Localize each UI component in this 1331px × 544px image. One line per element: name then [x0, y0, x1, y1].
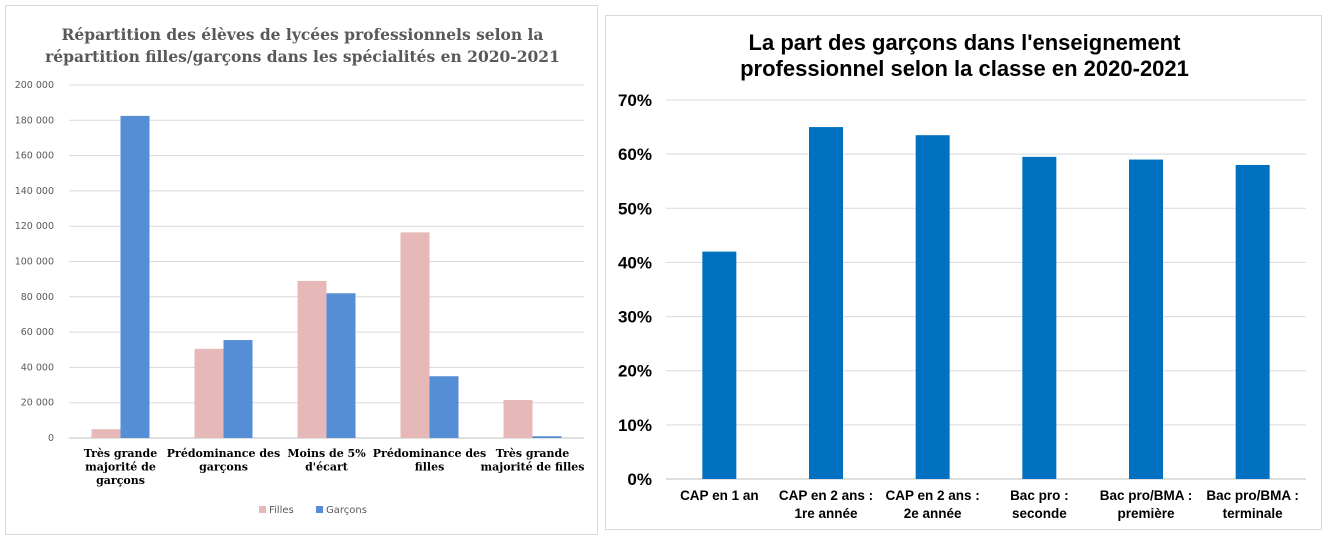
right-chart-title-line-1: La part des garçons dans l'enseignement — [748, 30, 1181, 55]
left-bar-garçons — [532, 436, 562, 438]
right-x-category-label-line-2: 1re année — [794, 506, 858, 521]
left-legend-label-filles: Filles — [269, 505, 294, 516]
right-bar — [702, 251, 737, 479]
right-bar — [1235, 164, 1270, 479]
left-x-category-label-line-1: Prédominance des — [167, 447, 280, 460]
left-y-tick-label: 0 — [48, 433, 54, 444]
right-y-tick-label: 50% — [618, 199, 652, 218]
right-x-category-label-line-2: terminale — [1223, 506, 1284, 521]
left-legend-swatch-garçons — [316, 506, 323, 513]
left-bar-filles — [297, 280, 327, 438]
left-x-category-label-line-2: d'écart — [305, 461, 349, 474]
right-x-category-label: Bac pro/BMA : terminale — [1206, 488, 1299, 521]
left-chart-svg: 0 20 000 40 000 60 000 80 000 100 000 120 000 1… — [15, 80, 585, 516]
right-y-tick-label: 0% — [627, 470, 652, 489]
right-y-tick-label: 70% — [618, 91, 652, 110]
right-y-tick-label: 40% — [618, 253, 652, 272]
right-x-category-label: CAP en 1 an — [680, 488, 759, 503]
right-x-category-label-line-2: seconde — [1012, 506, 1067, 521]
left-y-tick-label: 180 000 — [15, 115, 54, 126]
right-y-tick-label: 30% — [618, 308, 652, 327]
left-x-category-label-line-1: Très grande — [496, 447, 570, 460]
left-y-tick-label: 120 000 — [15, 221, 54, 232]
right-y-tick-label: 10% — [618, 416, 652, 435]
left-y-tick-label: 100 000 — [15, 257, 54, 268]
right-bar — [1129, 159, 1163, 480]
left-y-tick-label: 40 000 — [21, 362, 54, 373]
right-bar — [1022, 156, 1057, 479]
left-y-tick-label: 140 000 — [15, 186, 54, 197]
left-x-category-label: Très grande majorité de filles — [480, 447, 584, 474]
right-x-category-label-line-1: Bac pro/BMA : — [1206, 488, 1299, 503]
right-x-category-label-line-1: CAP en 2 ans : — [886, 488, 980, 503]
left-chart-title-line-2: répartition filles/garçons dans les spéc… — [45, 47, 560, 66]
left-x-category-label-line-1: Prédominance des — [373, 447, 486, 460]
left-x-category-label-line-2: majorité de — [85, 461, 156, 474]
right-y-tick-label: 20% — [618, 362, 652, 381]
left-bar-filles — [91, 429, 121, 438]
left-x-category-label: Très grande majorité de garçons — [84, 447, 158, 487]
right-x-category-label: CAP en 2 ans : 2e année — [886, 488, 980, 521]
right-chart-panel: La part des garçons dans l'enseignement … — [605, 15, 1322, 530]
left-bar-filles — [400, 232, 430, 438]
left-x-category-label-line-3: garçons — [96, 474, 145, 487]
left-legend-swatch-filles — [259, 506, 266, 513]
left-x-category-label-line-1: Très grande — [84, 447, 158, 460]
left-x-category-label-line-2: majorité de filles — [480, 461, 584, 474]
right-y-tick-label: 60% — [618, 145, 652, 164]
right-x-category-label-line-1: Bac pro/BMA : — [1100, 488, 1193, 503]
right-bar — [915, 135, 950, 479]
right-chart-title-line-2: professionnel selon la classe en 2020-20… — [740, 56, 1189, 81]
left-x-category-label: Prédominance des garçons — [167, 447, 280, 474]
right-bar — [809, 127, 843, 480]
left-y-tick-label: 160 000 — [15, 151, 54, 162]
right-x-category-label-line-2: première — [1117, 506, 1175, 521]
left-x-category-label-line-2: filles — [415, 461, 445, 474]
left-x-category-label-line-2: garçons — [199, 461, 248, 474]
right-x-category-label-line-2: 2e année — [904, 506, 962, 521]
left-bar-filles — [194, 348, 224, 438]
right-x-category-label-line-1: Bac pro : — [1010, 488, 1069, 503]
left-x-category-label-line-1: Moins de 5% — [287, 447, 366, 460]
left-x-category-label: Moins de 5% d'écart — [287, 447, 366, 474]
right-x-category-label: Bac pro : seconde — [1010, 488, 1069, 521]
left-chart-title: Répartition des élèves de lycées profess… — [6, 24, 599, 68]
left-bar-filles — [503, 400, 533, 438]
right-x-category-label-line-1: CAP en 1 an — [680, 488, 759, 503]
right-chart-svg: 0% 10% 20% 30% 40% 50% 60% 70% CAP en 1 an CAP en… — [618, 91, 1306, 521]
right-x-category-label-line-1: CAP en 2 ans : — [779, 488, 873, 503]
left-y-tick-label: 80 000 — [21, 292, 54, 303]
right-chart-title: La part des garçons dans l'enseignement … — [606, 30, 1323, 82]
left-legend-label-garçons: Garçons — [326, 505, 367, 516]
left-x-category-label: Prédominance des filles — [373, 447, 486, 474]
left-chart-panel: Répartition des élèves de lycées profess… — [5, 5, 598, 535]
left-y-tick-label: 20 000 — [21, 398, 54, 409]
right-x-category-label: Bac pro/BMA : première — [1100, 488, 1193, 521]
left-bar-garçons — [120, 115, 150, 438]
left-chart-title-line-1: Répartition des élèves de lycées profess… — [61, 25, 544, 44]
left-bar-garçons — [223, 340, 253, 438]
right-x-category-label: CAP en 2 ans : 1re année — [779, 488, 873, 521]
left-y-tick-label: 200 000 — [15, 80, 54, 91]
left-y-tick-label: 60 000 — [21, 327, 54, 338]
left-bar-garçons — [429, 376, 459, 438]
left-bar-garçons — [326, 293, 356, 438]
